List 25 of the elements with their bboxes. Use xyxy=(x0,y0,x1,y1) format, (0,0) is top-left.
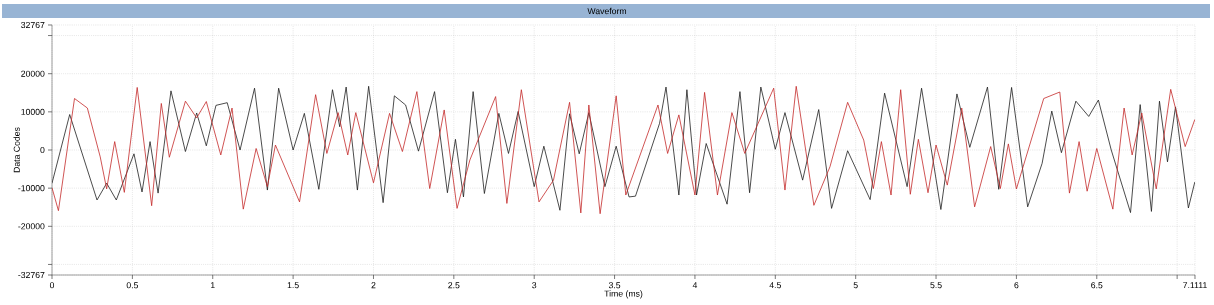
x-tick-label: 3 xyxy=(532,282,537,289)
x-tick-label: 2 xyxy=(371,282,376,289)
x-tick-label: 4.5 xyxy=(769,282,781,289)
y-tick-label: 20000 xyxy=(21,70,45,77)
y-tick-label: -10000 xyxy=(18,185,45,192)
y-tick-label: 32767 xyxy=(21,21,45,29)
x-tick-label: 1.5 xyxy=(287,282,299,289)
x-tick-label: 2.5 xyxy=(448,282,460,289)
y-tick-label: -20000 xyxy=(18,223,45,230)
x-tick-label: 7.1111 xyxy=(1183,282,1207,289)
y-axis-title: Data Codes xyxy=(13,127,20,173)
x-tick-label: 3.5 xyxy=(608,282,621,289)
chart-title: Waveform xyxy=(587,7,627,15)
x-tick-label: 5.5 xyxy=(930,282,942,289)
x-tick-label: 1 xyxy=(211,282,215,289)
y-tick-label: 10000 xyxy=(21,108,45,115)
x-tick-label: 0.5 xyxy=(126,282,139,289)
x-tick-label: 5 xyxy=(853,282,858,289)
x-axis-title: Time (ms) xyxy=(604,290,643,299)
x-tick-label: 0 xyxy=(49,282,55,289)
y-tick-label: 0 xyxy=(40,146,45,154)
x-tick-label: 6.5 xyxy=(1091,282,1103,289)
x-tick-label: 4 xyxy=(692,282,698,289)
y-tick-label: -32767 xyxy=(18,271,45,279)
x-tick-label: 6 xyxy=(1014,282,1019,289)
